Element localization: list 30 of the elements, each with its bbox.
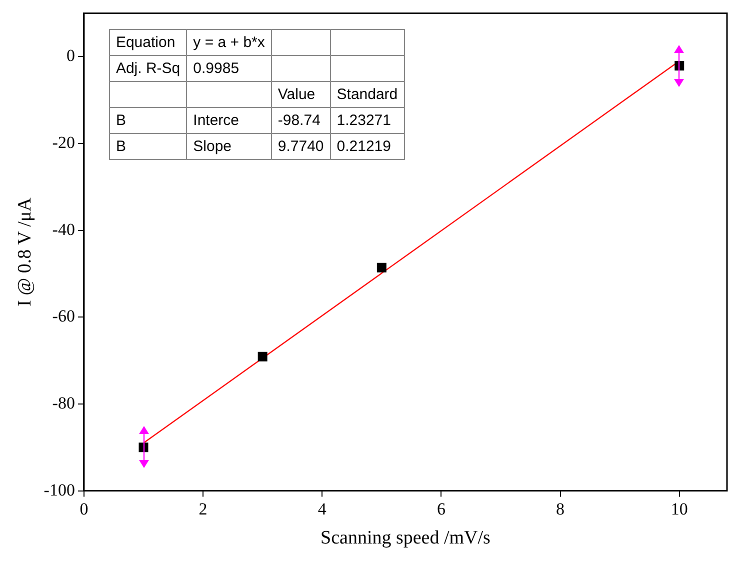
annotation: -98.74 — [271, 108, 330, 134]
y-tick-label: -60 — [52, 306, 75, 326]
y-tick-label: -100 — [44, 480, 75, 500]
annotation: B — [109, 108, 187, 134]
y-axis-title: I @ 0.8 V /μA — [14, 197, 36, 306]
y-tick-label: -40 — [52, 220, 75, 239]
x-tick-label: 4 — [318, 499, 327, 518]
annotation: 9.7740 — [271, 134, 330, 160]
x-tick-label: 8 — [556, 499, 565, 518]
annotation: Value — [271, 82, 330, 108]
x-tick-label: 10 — [670, 499, 688, 518]
annotation: B — [109, 134, 187, 160]
annotation: Equation — [109, 30, 187, 56]
annotation: Interce — [186, 108, 272, 134]
annotation: 0.21219 — [330, 134, 404, 160]
y-tick-label: -20 — [52, 132, 75, 152]
annotation: Slope — [186, 134, 272, 160]
point — [376, 262, 386, 272]
annotation: 0.9985 — [186, 56, 272, 82]
x-axis-title: Scanning speed /mV/s — [320, 528, 490, 549]
x-tick-label: 0 — [80, 499, 88, 518]
point — [258, 352, 268, 362]
annotation: Adj. R-Sq — [109, 56, 187, 82]
annotation: 1.23271 — [330, 108, 404, 134]
annotation: Standard — [330, 82, 404, 108]
x-tick-label: 2 — [198, 499, 208, 518]
y-tick-label: 0 — [66, 46, 75, 66]
x-tick-label: 6 — [436, 499, 446, 518]
annotation: y = a + b*x — [186, 30, 272, 56]
y-tick-label: -80 — [52, 393, 75, 412]
